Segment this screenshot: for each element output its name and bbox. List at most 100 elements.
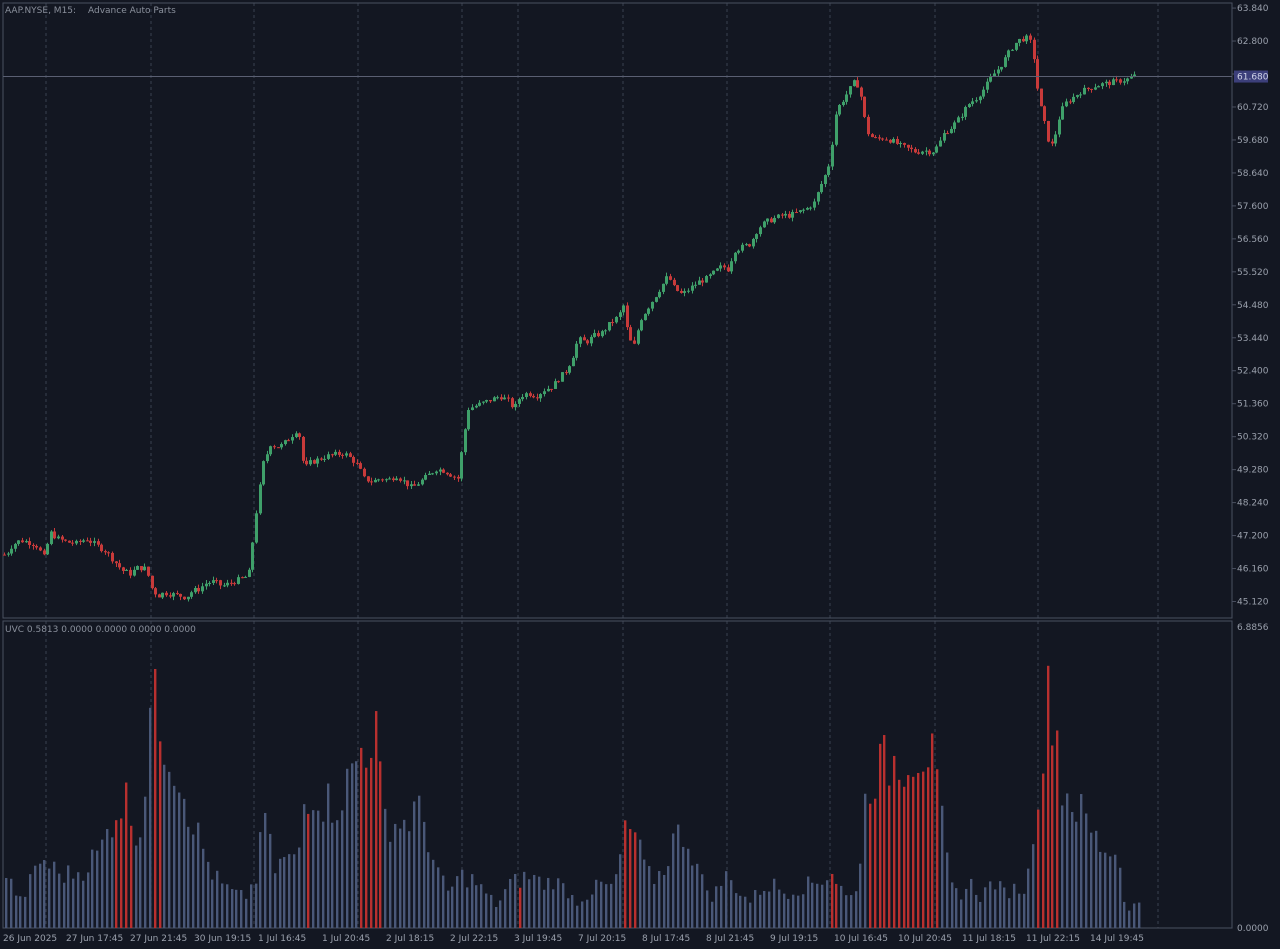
volume-bar xyxy=(336,820,339,928)
candle-body xyxy=(435,471,438,474)
candle-body xyxy=(471,407,474,411)
volume-bar xyxy=(850,895,853,928)
volume-bar xyxy=(403,819,406,928)
volume-bar xyxy=(24,896,27,928)
candle-body xyxy=(989,76,992,82)
candle-body xyxy=(136,566,139,570)
price-tick-label: 54.480 xyxy=(1237,301,1269,311)
volume-bar xyxy=(571,895,574,928)
candle-body xyxy=(637,330,640,344)
candle-body xyxy=(100,544,103,552)
candle-body xyxy=(622,305,625,313)
candle-body xyxy=(716,268,719,271)
volume-bar xyxy=(720,885,723,928)
volume-bar xyxy=(1090,832,1093,928)
time-tick-label: 11 Jul 18:15 xyxy=(962,934,1016,944)
candle-body xyxy=(946,133,949,135)
candle-body xyxy=(881,138,884,140)
candle-body xyxy=(363,468,366,477)
candle-body xyxy=(662,283,665,292)
candle-body xyxy=(604,330,607,332)
volume-bar xyxy=(139,837,142,928)
price-tick-label: 46.160 xyxy=(1237,565,1269,575)
volume-tick-label: 0.0000 xyxy=(1237,924,1269,934)
volume-bar xyxy=(154,668,157,928)
candle-body xyxy=(482,401,485,403)
volume-bar xyxy=(471,874,474,928)
candle-body xyxy=(820,183,823,193)
candle-body xyxy=(478,402,481,406)
volume-bar xyxy=(1075,821,1078,928)
price-axis: 63.84062.80061.76060.72059.68058.64057.6… xyxy=(1232,4,1269,608)
candle-body xyxy=(1061,106,1064,120)
candle-body xyxy=(842,101,845,106)
volume-bar xyxy=(408,831,411,928)
volume-bar xyxy=(979,901,982,928)
volume-bar xyxy=(1138,902,1141,928)
time-tick-label: 27 Jun 17:45 xyxy=(66,934,123,944)
candle-body xyxy=(21,540,24,543)
volume-bar xyxy=(1061,805,1064,928)
candle-body xyxy=(143,566,146,571)
volume-bar xyxy=(461,869,464,928)
candle-body xyxy=(896,138,899,144)
volume-bar xyxy=(547,877,550,928)
volume-bar xyxy=(480,884,483,928)
candle-body xyxy=(647,308,650,314)
candle-body xyxy=(446,472,449,475)
volume-bar xyxy=(701,874,704,928)
candle-body xyxy=(431,473,434,475)
volume-bar xyxy=(883,735,886,928)
candle-body xyxy=(583,337,586,341)
candle-body xyxy=(115,561,118,564)
time-tick-label: 9 Jul 19:15 xyxy=(770,934,818,944)
candle-body xyxy=(399,478,402,481)
volume-bar xyxy=(639,839,642,928)
candle-body xyxy=(1054,134,1057,144)
candle-body xyxy=(838,105,841,115)
candle-body xyxy=(457,476,460,479)
price-tick-label: 57.600 xyxy=(1237,202,1269,212)
candle-body xyxy=(46,543,49,555)
candle-body xyxy=(496,397,499,399)
price-tick-label: 60.720 xyxy=(1237,103,1269,113)
candle-body xyxy=(575,343,578,358)
candle-body xyxy=(1126,78,1129,82)
volume-bar xyxy=(1018,893,1021,928)
candle-body xyxy=(356,462,359,464)
candle-body xyxy=(50,531,53,544)
candle-body xyxy=(449,474,452,477)
volume-bar xyxy=(226,884,229,928)
candle-body xyxy=(957,117,960,123)
candle-body xyxy=(75,540,78,544)
volume-bar xyxy=(159,741,162,928)
candle-body xyxy=(889,139,892,143)
candle-body xyxy=(331,454,334,456)
candle-body xyxy=(1112,79,1115,86)
volume-bar xyxy=(423,821,426,928)
candle-body xyxy=(291,437,294,441)
candle-body xyxy=(367,476,370,482)
candle-body xyxy=(1087,87,1090,89)
candle-body xyxy=(298,433,301,437)
candle-body xyxy=(7,553,10,555)
price-candles xyxy=(3,33,1136,602)
volume-bar xyxy=(1133,903,1136,928)
candle-body xyxy=(914,149,917,153)
candle-body xyxy=(1101,83,1104,87)
pane-frames xyxy=(2,2,1233,929)
candle-body xyxy=(395,478,398,481)
volume-bar xyxy=(706,890,709,928)
volume-bar xyxy=(82,880,85,928)
volume-bar xyxy=(235,889,238,928)
volume-bar xyxy=(1047,665,1050,928)
candle-body xyxy=(262,461,265,485)
time-tick-label: 1 Jul 16:45 xyxy=(258,934,306,944)
time-tick-label: 14 Jul 19:45 xyxy=(1090,934,1144,944)
candle-body xyxy=(129,569,132,576)
candle-body xyxy=(982,89,985,97)
volume-bar xyxy=(144,796,147,928)
price-tick-label: 49.280 xyxy=(1237,466,1269,476)
